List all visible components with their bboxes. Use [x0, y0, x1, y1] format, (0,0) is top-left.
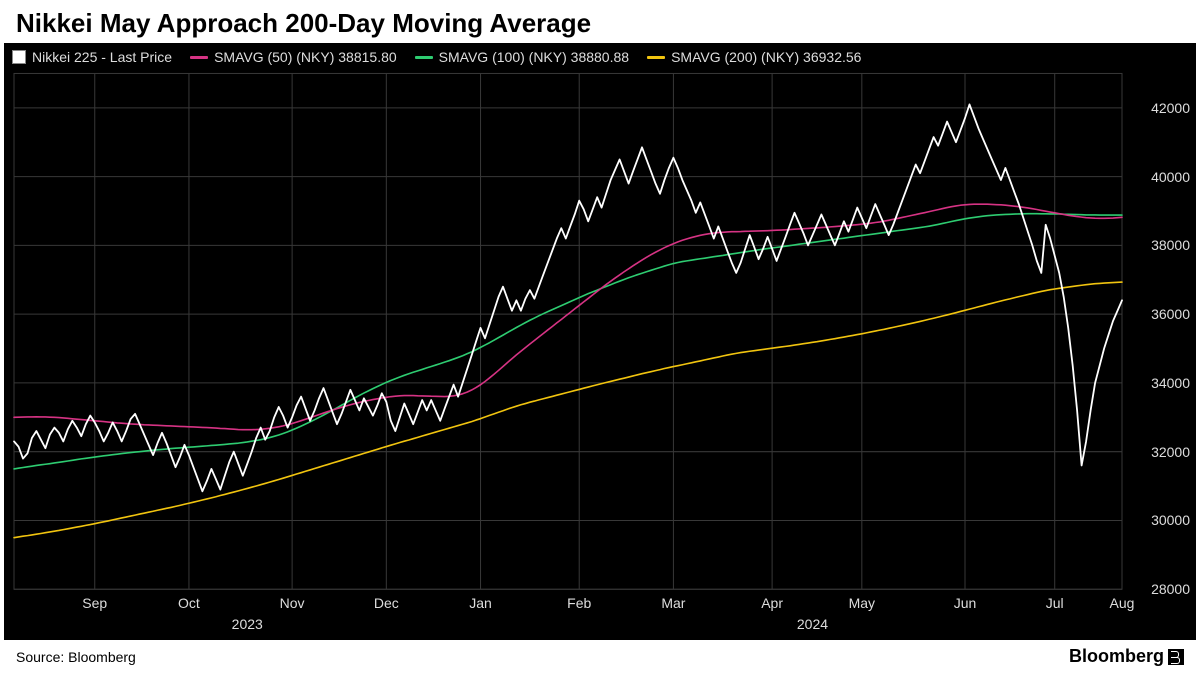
- x-tick-label: Aug: [1110, 595, 1135, 611]
- legend-item: Nikkei 225 - Last Price: [12, 49, 172, 65]
- x-tick-label: Nov: [280, 595, 305, 611]
- legend-item: SMAVG (100) (NKY) 38880.88: [415, 49, 629, 65]
- chart-area: Nikkei 225 - Last Price SMAVG (50) (NKY) …: [4, 43, 1196, 640]
- legend-line-icon: [647, 56, 665, 59]
- x-tick-label: Jun: [954, 595, 977, 611]
- chart-title: Nikkei May Approach 200-Day Moving Avera…: [0, 0, 1200, 43]
- legend-label: SMAVG (200) (NKY) 36932.56: [671, 49, 861, 65]
- brand-label: Bloomberg: [1069, 646, 1164, 667]
- y-tick-label: 40000: [1151, 169, 1190, 185]
- x-year-label: 2023: [232, 616, 263, 632]
- y-tick-label: 28000: [1151, 581, 1190, 597]
- chart-footer: Source: Bloomberg Bloomberg: [0, 640, 1200, 675]
- x-tick-label: Jul: [1046, 595, 1064, 611]
- legend-item: SMAVG (200) (NKY) 36932.56: [647, 49, 861, 65]
- x-tick-label: Feb: [567, 595, 591, 611]
- y-tick-label: 34000: [1151, 375, 1190, 391]
- y-tick-label: 42000: [1151, 100, 1190, 116]
- x-tick-label: Sep: [82, 595, 107, 611]
- x-year-label: 2024: [797, 616, 828, 632]
- legend-item: SMAVG (50) (NKY) 38815.80: [190, 49, 397, 65]
- y-tick-label: 32000: [1151, 444, 1190, 460]
- legend-line-icon: [415, 56, 433, 59]
- bloomberg-logo: Bloomberg: [1069, 646, 1184, 667]
- legend: Nikkei 225 - Last Price SMAVG (50) (NKY) …: [12, 49, 861, 65]
- legend-label: SMAVG (50) (NKY) 38815.80: [214, 49, 397, 65]
- y-tick-label: 30000: [1151, 512, 1190, 528]
- chart-frame: Nikkei May Approach 200-Day Moving Avera…: [0, 0, 1200, 675]
- chart-svg: [4, 43, 1196, 640]
- source-label: Source: Bloomberg: [16, 649, 136, 665]
- x-tick-label: Mar: [661, 595, 685, 611]
- x-tick-label: May: [849, 595, 875, 611]
- x-tick-label: Oct: [178, 595, 200, 611]
- x-tick-label: Apr: [761, 595, 783, 611]
- x-tick-label: Dec: [374, 595, 399, 611]
- legend-label: SMAVG (100) (NKY) 38880.88: [439, 49, 629, 65]
- legend-line-icon: [190, 56, 208, 59]
- legend-swatch-icon: [12, 50, 26, 64]
- x-tick-label: Jan: [469, 595, 492, 611]
- legend-label: Nikkei 225 - Last Price: [32, 49, 172, 65]
- bloomberg-icon: [1168, 649, 1184, 665]
- y-tick-label: 36000: [1151, 306, 1190, 322]
- y-tick-label: 38000: [1151, 237, 1190, 253]
